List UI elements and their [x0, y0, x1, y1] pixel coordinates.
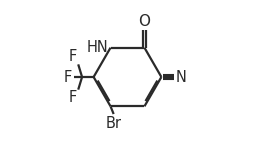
Text: N: N — [174, 69, 185, 85]
Text: O: O — [138, 14, 150, 29]
Text: F: F — [64, 69, 72, 85]
Text: HN: HN — [87, 40, 108, 55]
Text: Br: Br — [105, 116, 121, 131]
Text: F: F — [69, 49, 77, 64]
Text: F: F — [69, 90, 77, 105]
